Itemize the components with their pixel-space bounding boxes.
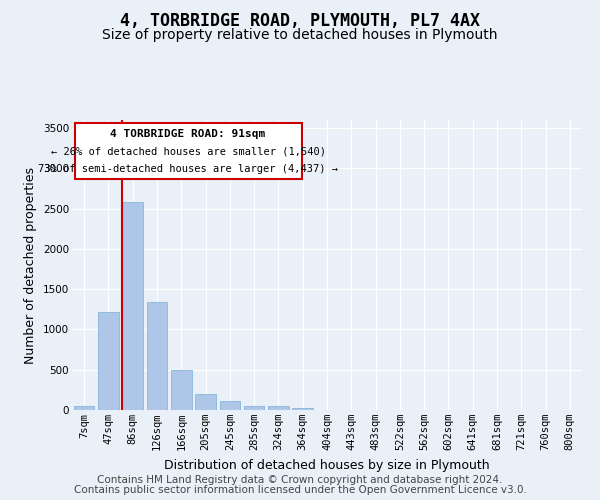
Bar <box>268 406 289 410</box>
Bar <box>122 202 143 410</box>
Text: 4 TORBRIDGE ROAD: 91sqm: 4 TORBRIDGE ROAD: 91sqm <box>110 129 266 139</box>
Text: 73% of semi-detached houses are larger (4,437) →: 73% of semi-detached houses are larger (… <box>38 164 338 174</box>
Bar <box>74 406 94 410</box>
Text: Size of property relative to detached houses in Plymouth: Size of property relative to detached ho… <box>102 28 498 42</box>
Bar <box>220 401 240 410</box>
Bar <box>195 394 216 410</box>
Bar <box>74 123 302 180</box>
Bar <box>98 312 119 410</box>
Bar <box>171 370 191 410</box>
Text: ← 26% of detached houses are smaller (1,540): ← 26% of detached houses are smaller (1,… <box>50 146 326 156</box>
Text: Contains HM Land Registry data © Crown copyright and database right 2024.: Contains HM Land Registry data © Crown c… <box>97 475 503 485</box>
X-axis label: Distribution of detached houses by size in Plymouth: Distribution of detached houses by size … <box>164 458 490 471</box>
Bar <box>244 406 265 410</box>
Text: 4, TORBRIDGE ROAD, PLYMOUTH, PL7 4AX: 4, TORBRIDGE ROAD, PLYMOUTH, PL7 4AX <box>120 12 480 30</box>
Y-axis label: Number of detached properties: Number of detached properties <box>25 166 37 364</box>
Bar <box>146 302 167 410</box>
Text: Contains public sector information licensed under the Open Government Licence v3: Contains public sector information licen… <box>74 485 526 495</box>
Bar <box>292 408 313 410</box>
